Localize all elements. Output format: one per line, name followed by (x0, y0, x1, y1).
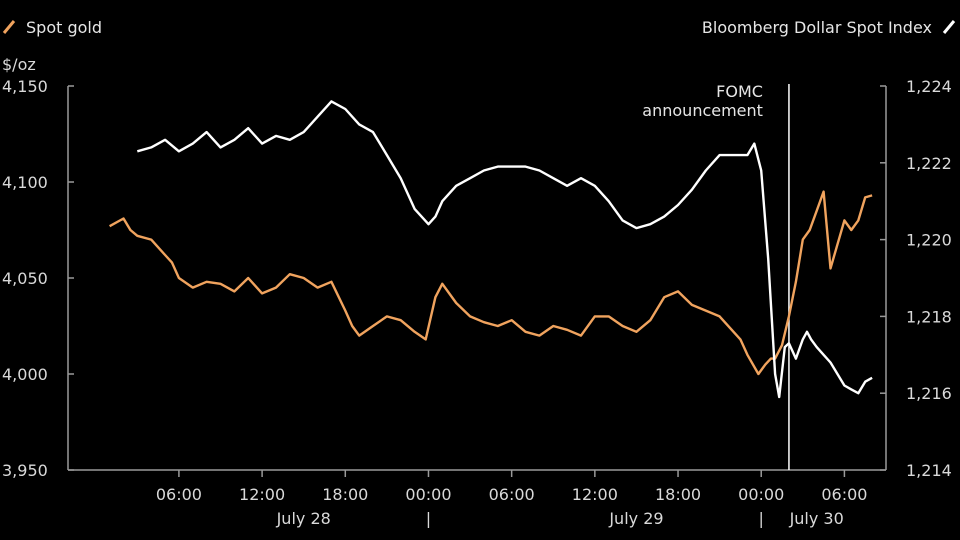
right-tick-label: 1,222 (906, 154, 952, 173)
day-separator: | (426, 509, 431, 528)
left-axis-ticks: 4,150 4,100 4,050 4,000 3,950 (2, 77, 74, 480)
legend-label-dollar: Bloomberg Dollar Spot Index (702, 18, 932, 37)
fomc-annotation: FOMC announcement (642, 82, 790, 470)
date-label: July 29 (608, 509, 663, 528)
left-tick-label: 4,050 (2, 269, 48, 288)
legend-label-gold: Spot gold (26, 18, 102, 37)
right-tick-label: 1,214 (906, 461, 952, 480)
date-labels: | | July 28 July 29 July 30 (276, 509, 844, 528)
series-line-spot-gold (109, 190, 873, 376)
day-separator: | (759, 509, 764, 528)
legend-right: Bloomberg Dollar Spot Index (702, 18, 956, 37)
left-tick-label: 4,150 (2, 77, 48, 96)
date-label: July 28 (276, 509, 331, 528)
x-tick-label: 00:00 (738, 485, 784, 504)
legend-left: Spot gold (2, 18, 102, 37)
x-axis-ticks: 06:00 12:00 18:00 00:00 06:00 12:00 18:00 00:00… (156, 470, 867, 504)
fomc-label-line2: announcement (642, 101, 763, 120)
x-tick-label: 12:00 (572, 485, 618, 504)
x-tick-label: 18:00 (322, 485, 368, 504)
x-tick-label: 06:00 (821, 485, 867, 504)
legend-swatch-dollar (942, 20, 956, 34)
right-axis-ticks: 1,224 1,222 1,220 1,218 1,216 1,214 (880, 77, 952, 480)
date-label: July 30 (789, 509, 844, 528)
left-tick-label: 3,950 (2, 461, 48, 480)
right-tick-label: 1,224 (906, 77, 952, 96)
x-tick-label: 12:00 (239, 485, 285, 504)
x-tick-label: 06:00 (489, 485, 535, 504)
legend-swatch-gold (2, 20, 16, 34)
right-tick-label: 1,216 (906, 384, 952, 403)
fomc-label-line1: FOMC (716, 82, 763, 101)
right-tick-label: 1,218 (906, 307, 952, 326)
x-tick-label: 00:00 (405, 485, 451, 504)
left-axis-unit: $/oz (2, 55, 36, 74)
right-tick-label: 1,220 (906, 231, 952, 250)
x-tick-label: 18:00 (655, 485, 701, 504)
left-tick-label: 4,100 (2, 173, 48, 192)
left-tick-label: 4,000 (2, 365, 48, 384)
series-line-dollar-index (136, 100, 873, 399)
x-tick-label: 06:00 (156, 485, 202, 504)
